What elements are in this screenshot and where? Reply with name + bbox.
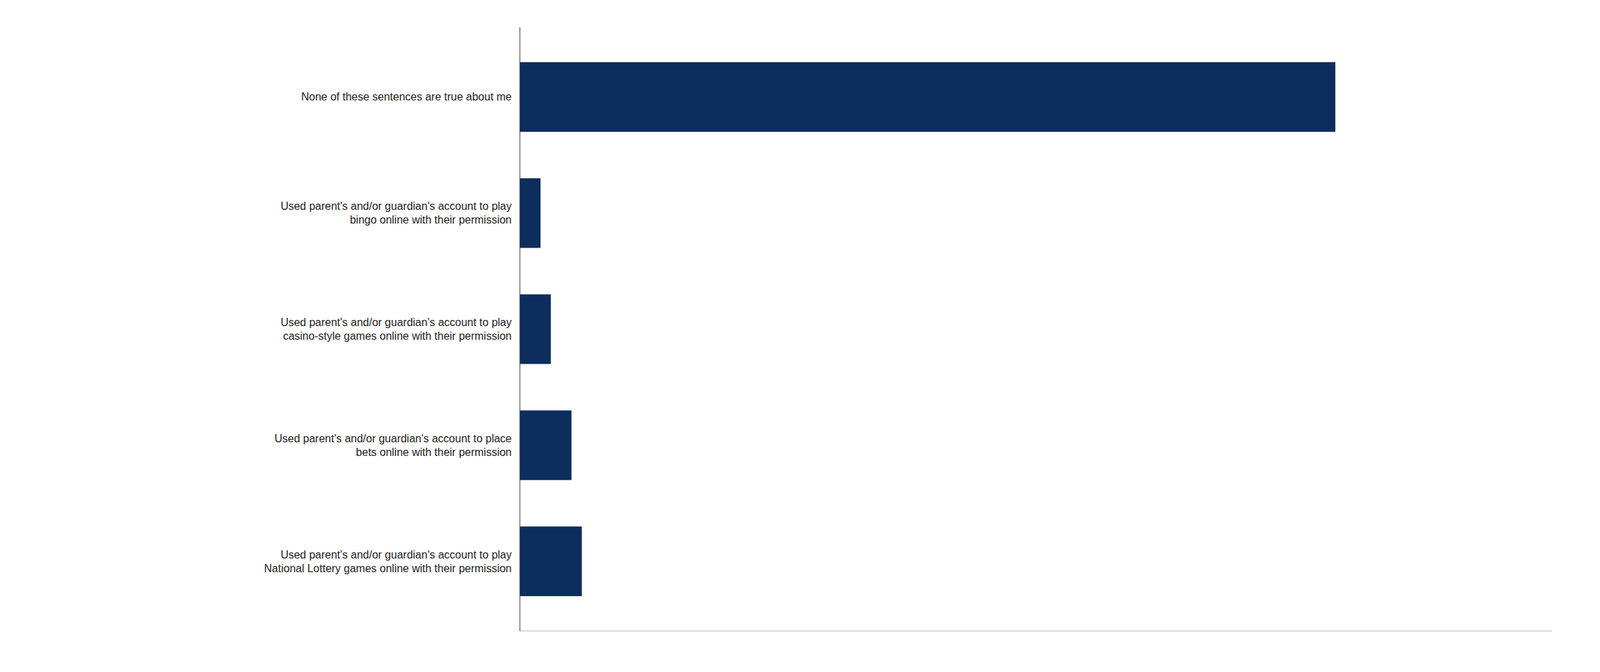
bar [519, 410, 572, 481]
bar [519, 526, 583, 597]
background [0, 0, 1600, 672]
chart-container: Used parent's and/or guardian's account … [0, 0, 1600, 672]
y-tick-label-line: bingo online with their permission [349, 214, 512, 226]
y-tick-label-line: Used parent's and/or guardian's account … [280, 200, 512, 213]
y-tick-label-line: casino-style games online with their per… [283, 330, 512, 343]
y-tick-label: None of these sentences are true about m… [300, 90, 512, 103]
x-axis-line [519, 631, 1553, 633]
y-tick-label: Used parent's and/or guardian's account … [274, 433, 512, 459]
y-tick-label-line: Used parent's and/or guardian's account … [280, 549, 512, 561]
bar [519, 178, 541, 249]
y-tick-label: Used parent's and/or guardian's account … [280, 200, 512, 226]
bar [519, 62, 1336, 133]
y-tick-label-line: None of these sentences are true about m… [300, 90, 512, 103]
bar [519, 294, 551, 365]
y-tick-label-line: Used parent's and/or guardian's account … [280, 316, 512, 329]
y-tick-label: Used parent's and/or guardian's account … [264, 549, 512, 575]
y-tick-label: Used parent's and/or guardian's account … [280, 316, 512, 343]
y-tick-label-line: Used parent's and/or guardian's account … [274, 433, 512, 445]
y-axis-line [519, 27, 521, 632]
chart-svg: Used parent's and/or guardian's account … [0, 0, 1600, 672]
bars [519, 62, 1336, 597]
y-tick-label-line: National Lottery games online with their… [264, 562, 512, 575]
y-tick-label-line: bets online with their permission [355, 446, 512, 459]
